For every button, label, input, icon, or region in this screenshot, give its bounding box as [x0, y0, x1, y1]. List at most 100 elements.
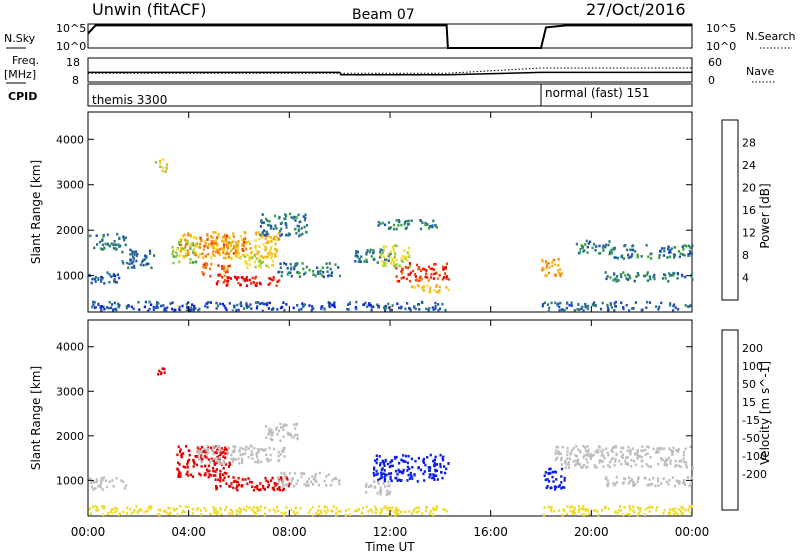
data-cell [186, 462, 189, 466]
data-cell [171, 307, 174, 311]
data-cell [655, 305, 658, 308]
data-cell [426, 284, 429, 288]
data-cell [271, 431, 274, 434]
data-cell [600, 307, 603, 311]
data-cell [102, 505, 105, 508]
data-cell [224, 239, 227, 242]
data-cell [218, 248, 221, 251]
data-cell [400, 277, 403, 280]
data-cell [262, 484, 265, 488]
data-cell [230, 482, 233, 485]
data-cell [687, 253, 690, 256]
data-cell [133, 264, 136, 268]
data-cell [89, 234, 92, 238]
colorbar-tick-label: 15 [742, 396, 756, 409]
data-cell [192, 249, 195, 253]
data-cell [444, 308, 447, 312]
data-cell [261, 309, 264, 313]
data-cell [234, 240, 237, 244]
data-cell [333, 302, 336, 306]
data-cell [265, 458, 269, 461]
data-cell [222, 251, 225, 254]
data-cell [665, 459, 668, 462]
data-cell [573, 512, 576, 515]
data-cell [279, 234, 282, 237]
data-cell [356, 509, 359, 513]
data-cell [644, 453, 647, 456]
data-cell [101, 239, 104, 242]
data-cell [434, 508, 437, 512]
data-cell [432, 507, 435, 511]
data-cell [387, 484, 390, 488]
data-cell [158, 369, 161, 373]
nave-line [88, 67, 692, 74]
data-cell [246, 266, 249, 269]
data-cell [287, 271, 290, 274]
data-cell [611, 456, 614, 460]
data-cell [266, 255, 269, 259]
data-cell [198, 449, 201, 453]
data-cell [677, 447, 680, 451]
data-cell [413, 473, 416, 476]
data-cell [256, 487, 259, 490]
data-cell [636, 255, 639, 259]
data-cell [432, 476, 435, 479]
data-cell [182, 452, 185, 455]
data-cell [122, 262, 125, 265]
data-cell [331, 479, 334, 482]
data-cell [296, 437, 299, 441]
data-cell [662, 511, 665, 515]
data-cell [97, 277, 100, 280]
data-cell [373, 257, 376, 261]
data-cell [382, 462, 386, 466]
data-cell [400, 223, 403, 227]
data-cell [657, 450, 660, 454]
data-cell [286, 478, 289, 481]
data-cell [250, 450, 253, 453]
data-cell [564, 466, 567, 469]
data-cell [565, 463, 568, 466]
time-tick-label: 16:00 [473, 525, 508, 539]
data-cell [205, 456, 208, 459]
data-cell [95, 478, 98, 481]
data-cell [417, 456, 420, 460]
data-cell [189, 244, 192, 248]
data-cell [212, 452, 215, 456]
data-cell [207, 242, 210, 246]
data-cell [405, 220, 408, 223]
data-cell [219, 447, 222, 450]
data-cell [681, 253, 684, 256]
data-cell [244, 247, 248, 251]
data-cell [384, 308, 387, 312]
data-cell [282, 301, 285, 304]
data-cell [122, 510, 125, 513]
data-cell [620, 455, 623, 458]
data-cell [604, 245, 607, 249]
data-cell [265, 255, 268, 259]
data-cell [93, 306, 96, 310]
data-cell [208, 473, 211, 476]
data-cell [302, 472, 305, 475]
data-cell [355, 300, 358, 304]
data-cell [223, 274, 226, 278]
data-cell [215, 244, 219, 247]
data-cell [181, 511, 184, 515]
data-cell [255, 513, 258, 516]
data-cell [232, 458, 235, 461]
data-cell [544, 260, 548, 263]
data-cell [221, 239, 224, 243]
data-cell [264, 237, 267, 241]
data-cell [282, 435, 285, 439]
data-cell [269, 227, 272, 230]
data-cell [141, 260, 144, 264]
data-cell [96, 243, 99, 246]
data-cell [219, 508, 222, 511]
data-cell [179, 240, 182, 243]
data-cell [560, 487, 563, 490]
data-cell [663, 460, 667, 463]
data-cell [439, 453, 442, 457]
data-cell [286, 273, 289, 276]
data-cell [312, 273, 315, 276]
data-cell [435, 283, 438, 287]
data-cell [201, 455, 204, 458]
